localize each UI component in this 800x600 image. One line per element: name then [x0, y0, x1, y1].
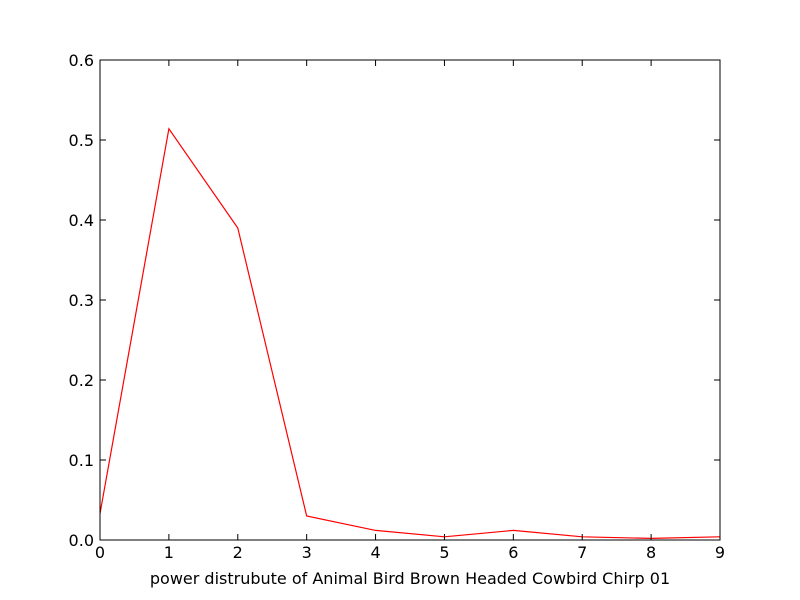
x-tick-label: 2	[233, 543, 243, 562]
x-tick-label: 3	[302, 543, 312, 562]
x-tick-label: 8	[646, 543, 656, 562]
y-tick-label: 0.4	[69, 211, 94, 230]
x-tick-label: 6	[508, 543, 518, 562]
y-tick-label: 0.1	[69, 451, 94, 470]
y-tick-label: 0.2	[69, 371, 94, 390]
x-tick-label: 7	[577, 543, 587, 562]
x-tick-label: 4	[370, 543, 380, 562]
y-tick-label: 0.5	[69, 131, 94, 150]
x-tick-label: 0	[95, 543, 105, 562]
tick-layer: 0 1 2 3 4 5 6 7 8 9 0.0 0.1 0.2 0.3 0.4 0.5 0.6	[69, 51, 726, 562]
x-tick-label: 9	[715, 543, 725, 562]
x-axis-label: power distrubute of Animal Bird Brown He…	[150, 569, 670, 588]
series-line-0	[99, 127, 721, 540]
series-layer	[99, 127, 721, 540]
x-tick-label: 1	[164, 543, 174, 562]
y-tick-label: 0.6	[69, 51, 94, 70]
plot-frame	[99, 59, 721, 541]
y-tick-label: 0.0	[69, 531, 94, 550]
x-tick-label: 5	[439, 543, 449, 562]
y-tick-label: 0.3	[69, 291, 94, 310]
